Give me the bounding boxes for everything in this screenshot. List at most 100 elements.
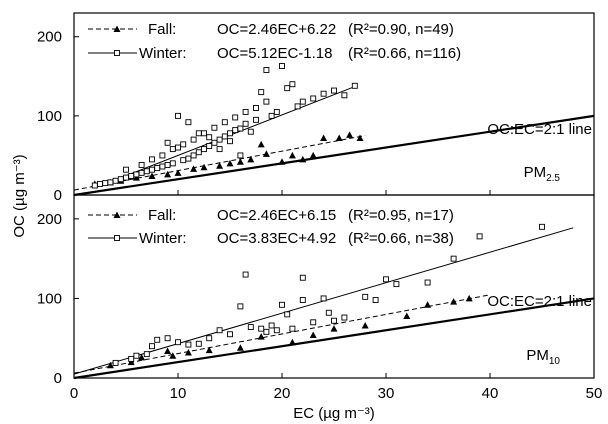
data-point-winter	[232, 127, 239, 134]
data-point-winter	[253, 116, 259, 123]
data-point-fall	[299, 155, 307, 163]
data-point-winter	[206, 335, 213, 342]
data-point-fall	[205, 346, 213, 354]
reference-line-label: OC:EC=2:1 line	[487, 121, 592, 138]
panel-0: 0 100 200 OC:EC=2:1 line Fall: OC=2.46EC+6.22…	[37, 21, 595, 204]
data-point-winter	[216, 327, 223, 334]
data-point-winter	[263, 67, 270, 73]
data-point-winter	[341, 92, 348, 99]
y-tick-label: 0	[54, 187, 62, 204]
legend-name-fall: Fall:	[148, 207, 176, 224]
data-point-winter	[97, 180, 103, 187]
y-tick-label: 200	[37, 29, 62, 46]
data-point-winter	[539, 223, 545, 230]
data-point-fall	[288, 338, 296, 346]
data-point-winter	[393, 281, 400, 288]
legend-equation: OC=3.83EC+4.92	[217, 230, 336, 247]
data-point-fall	[216, 162, 224, 169]
y-axis-title: OC (µg m⁻³)	[11, 154, 28, 237]
data-point-fall	[247, 155, 255, 163]
x-tick-label: 20	[274, 385, 291, 402]
data-point-winter	[195, 149, 202, 156]
data-point-winter	[164, 139, 171, 146]
y-tick-label: 0	[54, 370, 62, 387]
data-point-winter	[159, 152, 166, 159]
legend-name-winter: Winter:	[139, 230, 187, 247]
data-point-winter	[268, 112, 275, 119]
data-point-winter	[299, 98, 306, 105]
reference-line-label: OC:EC=2:1 line	[487, 293, 592, 310]
data-point-fall	[346, 131, 354, 138]
y-tick-label: 200	[37, 211, 62, 228]
panel-label-subscript: 2.5	[546, 173, 560, 184]
data-point-winter	[169, 146, 176, 153]
data-point-winter	[476, 233, 483, 240]
data-point-fall	[320, 134, 328, 142]
data-point-fall	[138, 353, 146, 361]
legend-equation: OC=2.46EC+6.15	[217, 207, 336, 224]
data-point-winter	[253, 105, 259, 111]
data-point-winter	[279, 63, 285, 69]
data-point-winter	[362, 293, 369, 300]
data-point-winter	[331, 87, 337, 94]
data-point-winter	[128, 355, 135, 362]
data-point-winter	[206, 142, 213, 149]
data-point-winter	[149, 166, 155, 173]
data-point-winter	[383, 276, 389, 283]
data-point-fall	[278, 158, 286, 165]
data-point-winter	[289, 325, 296, 332]
data-point-winter	[164, 335, 171, 342]
panel-1: 0 100 200 0 10 20 30 40 50 OC:EC=2:1 line Fall: OC=…	[37, 207, 602, 402]
x-tick-label: 10	[170, 385, 187, 402]
data-point-winter	[221, 119, 228, 126]
data-point-winter	[237, 152, 244, 159]
data-point-winter	[117, 176, 124, 183]
data-point-winter	[133, 171, 140, 178]
panel-label: PM2.5	[524, 164, 561, 184]
data-point-winter	[216, 146, 223, 153]
data-point-winter	[159, 163, 166, 170]
x-tick-label: 50	[586, 385, 603, 402]
legend-name-winter: Winter:	[139, 45, 187, 62]
data-point-winter	[138, 169, 145, 176]
data-point-fall	[148, 172, 156, 180]
x-axis-title: EC (µg m⁻³)	[293, 405, 375, 422]
data-point-winter	[175, 112, 181, 119]
data-point-fall	[465, 294, 473, 302]
reference-line-2to1	[73, 297, 595, 380]
data-point-winter	[138, 161, 145, 168]
data-point-winter	[195, 130, 202, 137]
data-point-winter	[273, 108, 280, 115]
panel-label: PM10	[526, 347, 560, 367]
data-point-winter	[227, 138, 233, 145]
data-point-fall	[106, 361, 114, 369]
data-point-winter	[279, 301, 285, 308]
reference-line-2to1	[73, 114, 595, 197]
legend-equation: OC=2.46EC+6.22	[217, 21, 336, 38]
data-point-winter	[227, 130, 233, 137]
data-point-fall	[190, 165, 198, 172]
data-point-winter	[185, 341, 192, 348]
data-point-winter	[320, 295, 327, 302]
x-tick-label: 0	[70, 385, 78, 402]
legend-marker-winter	[114, 235, 120, 241]
x-tick-label: 30	[378, 385, 395, 402]
data-point-winter	[237, 303, 244, 310]
data-point-fall	[288, 151, 296, 159]
data-point-winter	[284, 85, 291, 92]
data-point-winter	[232, 114, 239, 121]
data-point-winter	[242, 120, 249, 127]
data-point-winter	[372, 297, 379, 303]
x-tick-label: 40	[482, 385, 499, 402]
data-point-fall	[403, 312, 411, 319]
data-point-winter	[211, 124, 218, 131]
data-point-winter	[190, 152, 197, 159]
data-point-winter	[247, 324, 254, 331]
legend-marker-fall	[113, 211, 121, 218]
y-tick-label: 100	[37, 290, 62, 307]
data-point-winter	[310, 319, 317, 326]
data-point-winter	[185, 119, 192, 126]
data-point-winter	[206, 134, 213, 141]
data-point-winter	[268, 322, 275, 329]
